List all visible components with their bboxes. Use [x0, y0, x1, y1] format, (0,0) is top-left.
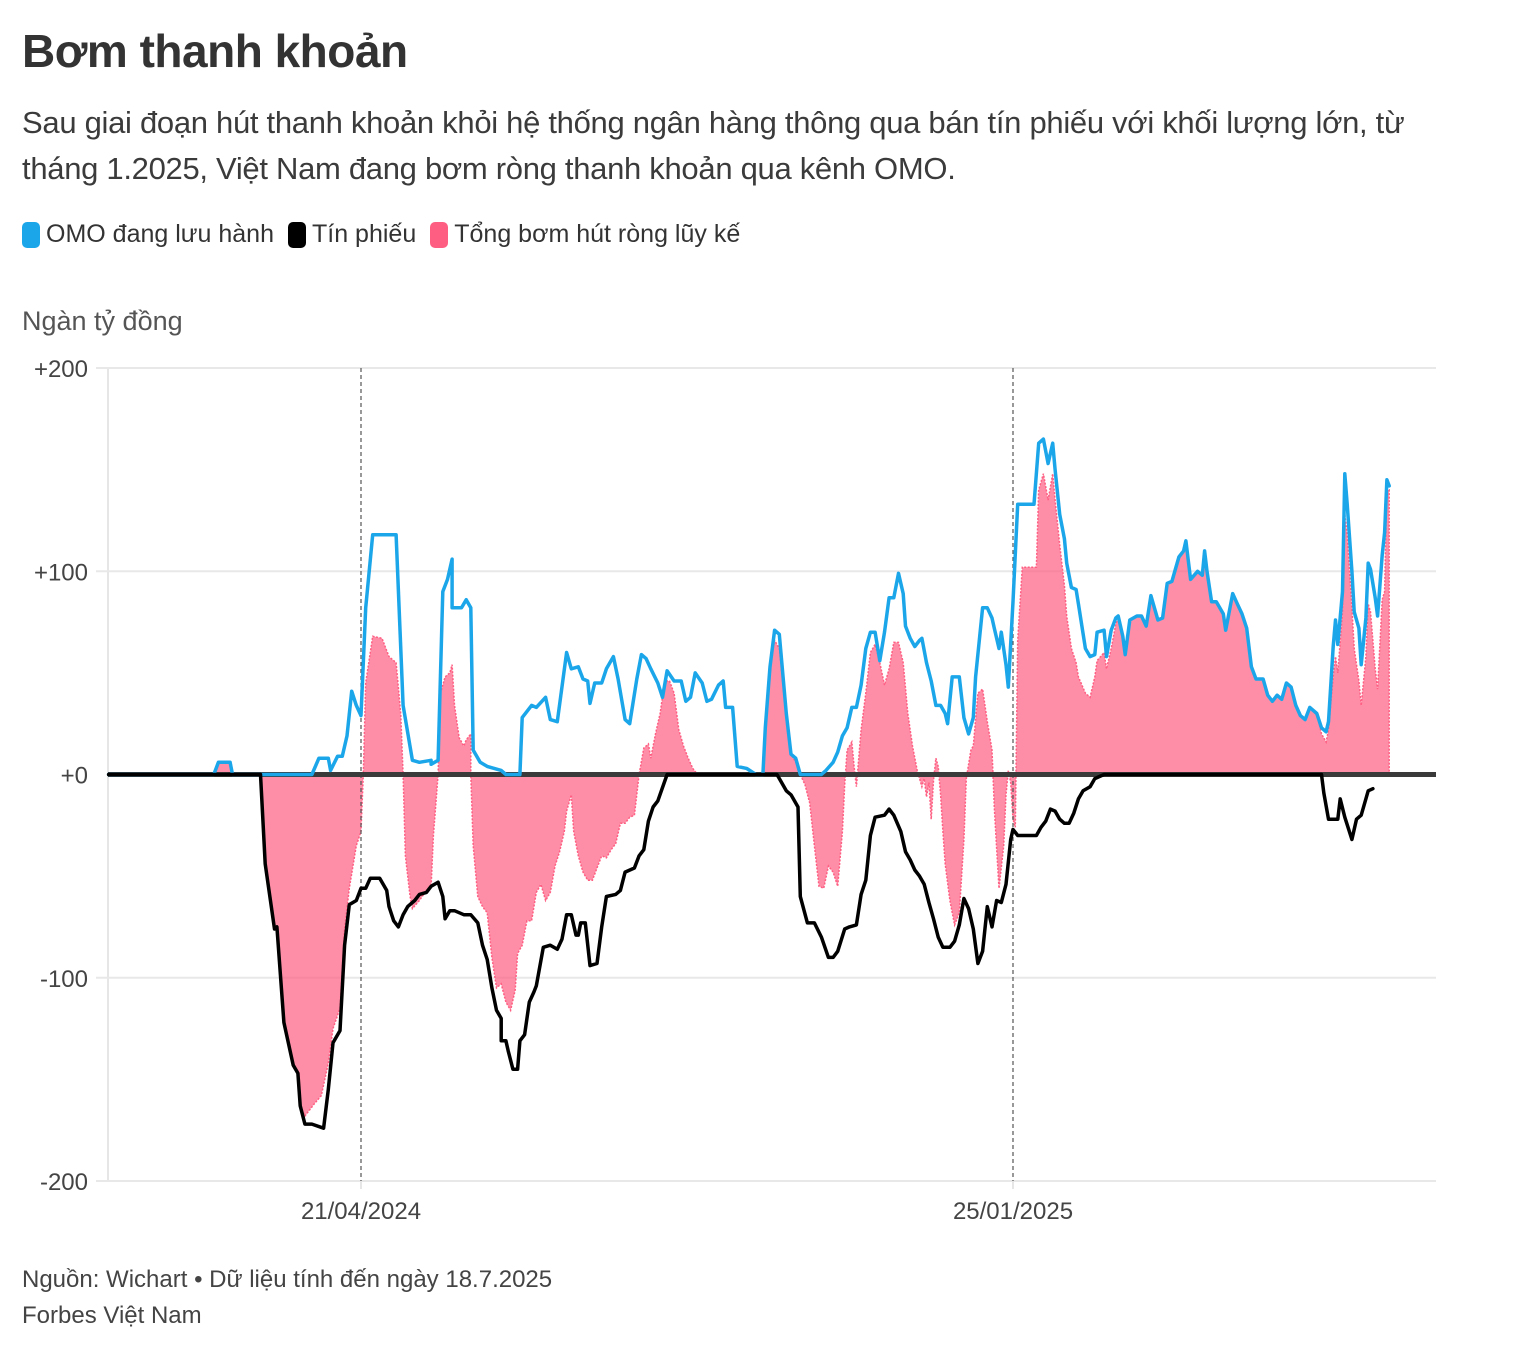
legend-item-net[interactable]: Tổng bơm hút ròng lũy kế [430, 220, 740, 249]
x-tick-label: 21/04/2024 [301, 1198, 421, 1225]
chart-title: Bơm thanh khoản [22, 25, 408, 77]
y-tick-label: -100 [40, 966, 88, 993]
series-line-tin-phieu [106, 772, 1375, 1130]
legend-label-omo: OMO đang lưu hành [46, 220, 274, 248]
series-lines [106, 437, 1391, 1130]
legend-label-tin-phieu: Tín phiếu [311, 220, 417, 248]
footer: Nguồn: Wichart • Dữ liệu tính đến ngày 1… [22, 1262, 552, 1334]
y-tick-labels: +200 +100 +0 -100 -200 [34, 356, 88, 1196]
y-tick-label: +200 [34, 356, 88, 383]
legend-swatch-tin-phieu [287, 221, 306, 248]
y-tick-label: +0 [61, 763, 88, 790]
chart-subtitle: Sau giai đoạn hút thanh khoản khỏi hệ th… [22, 105, 1405, 186]
legend: OMO đang lưu hành Tín phiếu Tổng bơm hút… [22, 220, 754, 249]
legend-label-net: Tổng bơm hút ròng lũy kế [454, 220, 741, 248]
legend-swatch-net [430, 221, 449, 248]
source-note: Nguồn: Wichart • Dữ liệu tính đến ngày 1… [22, 1266, 553, 1293]
publisher-note: Forbes Việt Nam [22, 1302, 202, 1329]
legend-swatch-omo [22, 221, 40, 248]
y-tick-label: -200 [40, 1169, 88, 1196]
legend-item-omo[interactable]: OMO đang lưu hành [22, 220, 274, 249]
legend-item-tin-phieu[interactable]: Tín phiếu [287, 220, 417, 249]
x-tick-label: 25/01/2025 [953, 1198, 1073, 1225]
series-line-omo [106, 437, 1391, 777]
y-axis-unit-label: Ngàn tỷ đồng [22, 306, 183, 336]
x-tick-labels: 21/04/2024 25/01/2025 [301, 1198, 1073, 1225]
y-tick-label: +100 [34, 559, 88, 586]
